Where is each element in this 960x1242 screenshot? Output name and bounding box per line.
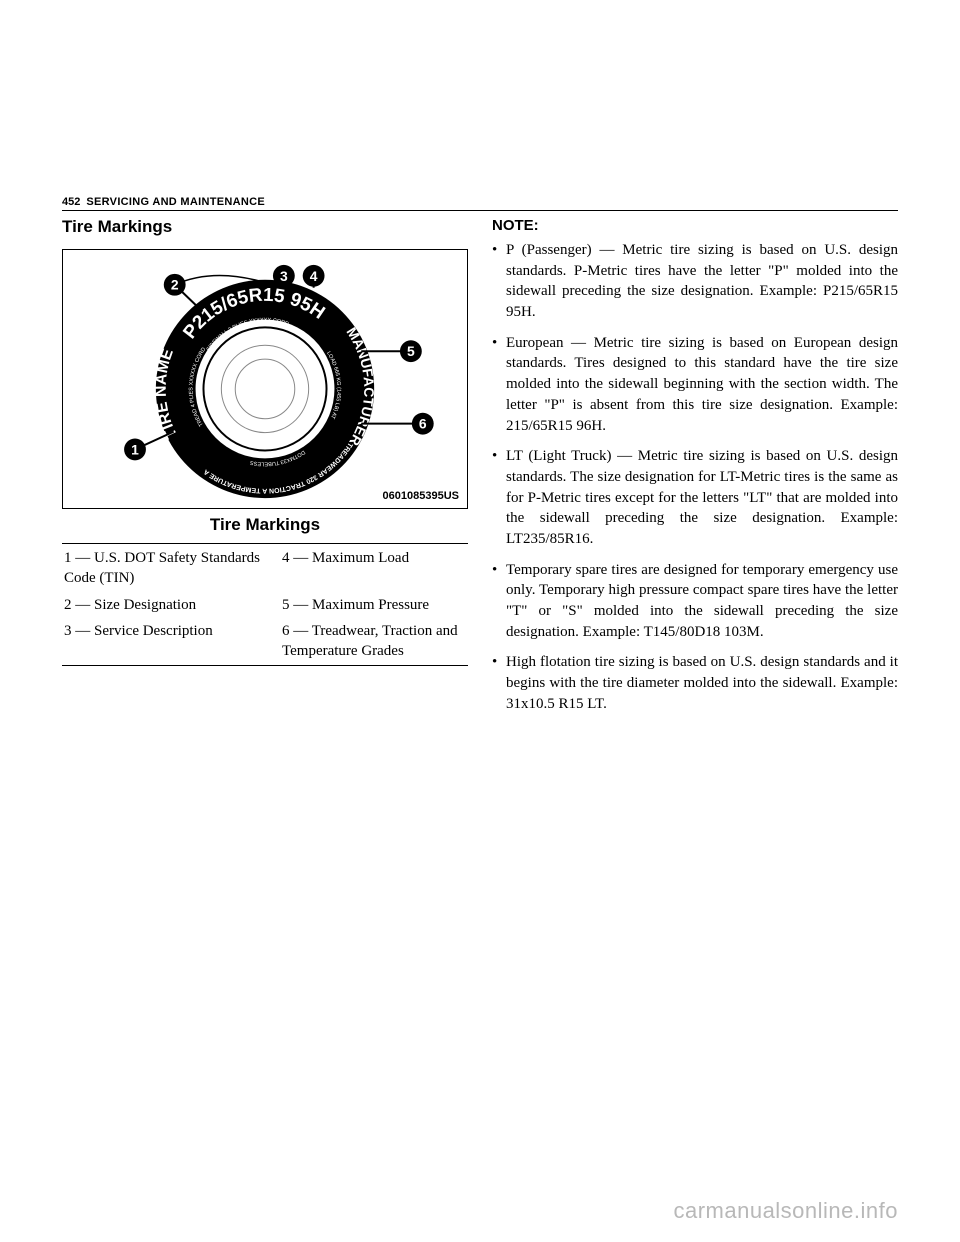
legend-table: 1 — U.S. DOT Safety Standards Code (TIN)…: [62, 543, 468, 666]
tire-figure: P215/65R15 95H TIRE NAME MANUFACTURER TR…: [62, 249, 468, 509]
left-heading: Tire Markings: [62, 217, 468, 237]
svg-text:2: 2: [171, 277, 179, 293]
legend-cell: 6 — Treadwear, Traction and Temperature …: [282, 619, 466, 664]
list-item: High flotation tire sizing is based on U…: [492, 652, 898, 714]
legend-cell: 2 — Size Designation: [64, 593, 280, 617]
right-column: NOTE: P (Passenger) — Metric tire sizing…: [492, 217, 898, 724]
watermark: carmanualsonline.info: [673, 1198, 898, 1224]
legend-cell: 1 — U.S. DOT Safety Standards Code (TIN): [64, 546, 280, 591]
figure-caption: Tire Markings: [62, 515, 468, 535]
note-heading: NOTE:: [492, 217, 898, 234]
tire-diagram: P215/65R15 95H TIRE NAME MANUFACTURER TR…: [63, 250, 467, 508]
notes-list: P (Passenger) — Metric tire sizing is ba…: [492, 240, 898, 714]
svg-text:1: 1: [131, 441, 139, 457]
legend-cell: 4 — Maximum Load: [282, 546, 466, 591]
page-header: 452 SERVICING AND MAINTENANCE: [62, 196, 898, 211]
list-item: P (Passenger) — Metric tire sizing is ba…: [492, 240, 898, 323]
legend-cell: 5 — Maximum Pressure: [282, 593, 466, 617]
legend-cell: 3 — Service Description: [64, 619, 280, 664]
list-item: Temporary spare tires are designed for t…: [492, 560, 898, 643]
svg-text:5: 5: [407, 343, 415, 359]
svg-text:6: 6: [419, 416, 427, 432]
left-column: Tire Markings: [62, 217, 468, 724]
svg-text:3: 3: [280, 268, 288, 284]
svg-text:4: 4: [310, 268, 318, 284]
list-item: European — Metric tire sizing is based o…: [492, 333, 898, 436]
image-code: 0601085395US: [383, 490, 459, 502]
page-number: 452: [62, 196, 80, 208]
list-item: LT (Light Truck) — Metric tire sizing is…: [492, 446, 898, 549]
section-title: SERVICING AND MAINTENANCE: [86, 196, 265, 208]
